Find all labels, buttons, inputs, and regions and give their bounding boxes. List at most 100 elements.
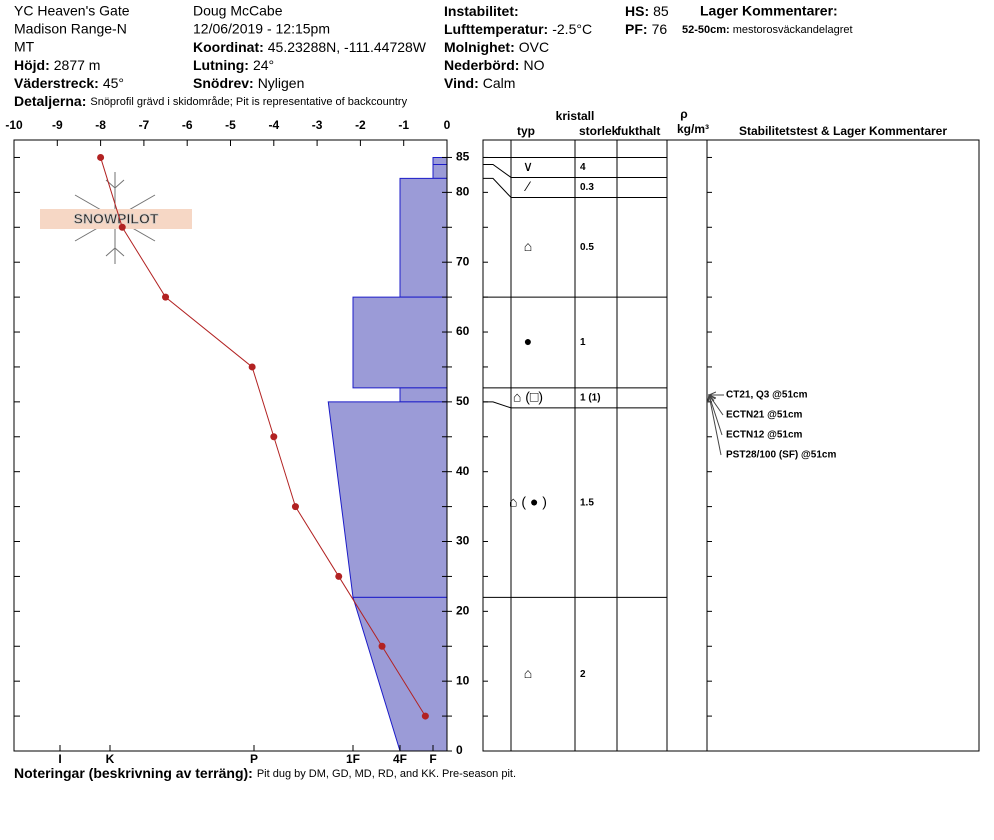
crystal-size: 1.5 bbox=[580, 497, 594, 508]
label: Instabilitet: bbox=[444, 3, 519, 19]
label: Lutning: bbox=[193, 57, 249, 73]
label: HS: bbox=[625, 3, 649, 19]
value: Nyligen bbox=[258, 75, 305, 91]
value: OVC bbox=[519, 39, 549, 55]
label: PF: bbox=[625, 21, 648, 37]
header-field: Snödrev: Nyligen bbox=[193, 75, 304, 91]
header-field: Instabilitet: bbox=[444, 3, 519, 19]
hardness-bar bbox=[399, 387, 448, 403]
label: Höjd: bbox=[14, 57, 50, 73]
observer: Doug McCabe bbox=[193, 3, 283, 19]
hardness-tick-label: F bbox=[429, 752, 436, 766]
x-tick-label: -2 bbox=[355, 118, 366, 132]
x-tick-label: -10 bbox=[5, 118, 23, 132]
details: Detaljerna: Snöprofil grävd i skidområde;… bbox=[14, 93, 408, 109]
temperature-point bbox=[378, 642, 386, 650]
crystal-size: 2 bbox=[580, 669, 586, 680]
temperature-point bbox=[291, 503, 299, 511]
crystal-type: ⌂ bbox=[524, 665, 532, 681]
y-tick-label: 40 bbox=[456, 464, 470, 478]
datetime: 12/06/2019 - 12:15pm bbox=[193, 21, 330, 37]
value: 85 bbox=[653, 3, 669, 19]
header-field: Vind: Calm bbox=[444, 75, 515, 91]
header-comments: Stabilitetstest & Lager Kommentarer bbox=[739, 124, 947, 138]
hardness-tick-label: I bbox=[58, 752, 61, 766]
value: Pit dug by DM, GD, MD, RD, and KK. Pre-s… bbox=[257, 768, 516, 780]
header-field: Nederbörd: NO bbox=[444, 57, 545, 73]
value: 2877 m bbox=[54, 57, 101, 73]
hardness-bar bbox=[432, 163, 448, 179]
hardness-tick-label: K bbox=[106, 752, 115, 766]
header-field: Väderstreck: 45° bbox=[14, 75, 124, 91]
crystal-type: ● bbox=[524, 333, 532, 349]
logo-text: SNOWPILOT bbox=[74, 211, 159, 227]
hardness-bar bbox=[432, 156, 448, 165]
header-field: Lutning: 24° bbox=[193, 57, 274, 73]
value: Snöprofil grävd i skidområde; Pit is rep… bbox=[90, 96, 407, 108]
label: Noteringar (beskrivning av terräng): bbox=[14, 765, 253, 781]
temperature-point bbox=[270, 433, 278, 441]
label: Nederbörd: bbox=[444, 57, 519, 73]
notes: Noteringar (beskrivning av terräng): Pit … bbox=[14, 765, 516, 781]
crystal-size: 1 bbox=[580, 337, 586, 348]
y-tick-label: 0 bbox=[456, 743, 463, 757]
y-tick-label: 50 bbox=[456, 394, 470, 408]
layer-comments-title: Lager Kommentarer: bbox=[700, 3, 838, 19]
header-moisture: fukthalt bbox=[617, 124, 660, 138]
header-field: Höjd: 2877 m bbox=[14, 57, 100, 73]
crystal-size: 0.3 bbox=[580, 182, 594, 193]
hardness-tick-label: 1F bbox=[346, 752, 360, 766]
layer-connector bbox=[483, 401, 512, 409]
hardness-tick-label: 4F bbox=[393, 752, 407, 766]
layer-connector bbox=[483, 163, 512, 178]
crystal-size: 4 bbox=[580, 162, 586, 173]
value: NO bbox=[523, 57, 544, 73]
hardness-bar bbox=[352, 596, 448, 752]
crystal-size: 0.5 bbox=[580, 242, 594, 253]
crystal-type: ∨ bbox=[523, 158, 533, 174]
hardness-tick-label: P bbox=[250, 752, 258, 766]
header-field: PF: 76 bbox=[625, 21, 667, 37]
value: 45° bbox=[103, 75, 124, 91]
label: Detaljerna: bbox=[14, 93, 86, 109]
site-line: MT bbox=[14, 39, 35, 55]
value: mestorosväckandelagret bbox=[733, 24, 853, 36]
crystal-type: ⌂ ( ● ) bbox=[509, 493, 547, 509]
stability-arrow bbox=[709, 395, 722, 456]
hardness-bar bbox=[399, 177, 448, 298]
temperature-point bbox=[162, 293, 170, 301]
y-tick-label: 10 bbox=[456, 673, 470, 687]
label: Molnighet: bbox=[444, 39, 515, 55]
x-tick-label: -9 bbox=[52, 118, 63, 132]
stability-test: PST28/100 (SF) @51cm bbox=[726, 450, 836, 461]
value: -2.5°C bbox=[552, 21, 592, 37]
hardness-bar bbox=[352, 296, 448, 389]
header-field: HS: 85 bbox=[625, 3, 669, 19]
temperature-point bbox=[335, 572, 343, 580]
site-line: YC Heaven's Gate bbox=[14, 3, 130, 19]
value: 24° bbox=[253, 57, 274, 73]
header-crystal: kristall bbox=[556, 109, 595, 123]
header-density-unit: kg/m³ bbox=[677, 122, 709, 136]
temperature-point bbox=[421, 712, 429, 720]
header-field: Molnighet: OVC bbox=[444, 39, 549, 55]
x-tick-label: -1 bbox=[398, 118, 409, 132]
label: Koordinat: bbox=[193, 39, 264, 55]
logo bbox=[40, 172, 192, 264]
layer-connector bbox=[483, 177, 512, 198]
stability-test: ECTN12 @51cm bbox=[726, 430, 803, 441]
x-tick-label: -6 bbox=[182, 118, 193, 132]
crystal-size: 1 (1) bbox=[580, 393, 601, 404]
label: Vind: bbox=[444, 75, 479, 91]
x-tick-label: -3 bbox=[312, 118, 323, 132]
hardness-bar bbox=[327, 401, 448, 598]
label: 52-50cm: bbox=[682, 24, 730, 36]
temperature-point bbox=[118, 223, 126, 231]
value: 76 bbox=[652, 21, 668, 37]
label: Lufttemperatur: bbox=[444, 21, 548, 37]
crystal-type: ⁄ bbox=[524, 178, 532, 194]
site-line: Madison Range-N bbox=[14, 21, 127, 37]
crystal-type: ⌂ bbox=[524, 238, 532, 254]
stability-test: CT21, Q3 @51cm bbox=[726, 390, 808, 401]
